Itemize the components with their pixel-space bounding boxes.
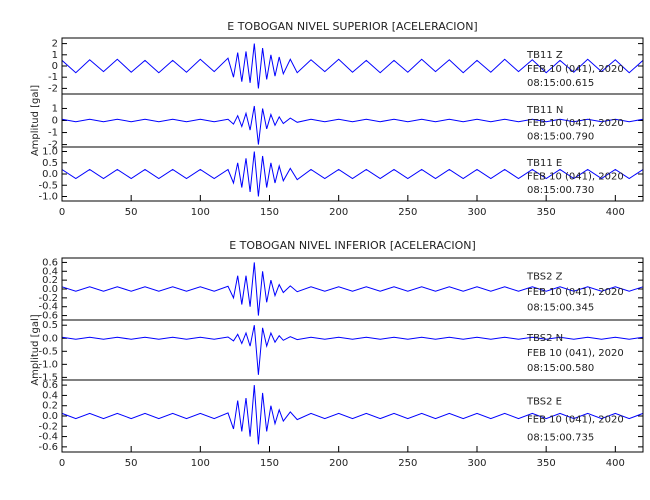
- y-tick-label: -0.4: [38, 302, 58, 313]
- y-tick-label: 0.4: [42, 266, 58, 277]
- y-tick-label: 0.4: [42, 390, 58, 401]
- y-tick-label: 0.6: [42, 380, 58, 391]
- chart-title: E TOBOGAN NIVEL INFERIOR [ACELERACION]: [229, 239, 476, 252]
- y-tick-label: 1: [52, 103, 58, 114]
- x-tick-label: 0: [59, 207, 65, 218]
- y-tick-label: 0.6: [42, 257, 58, 268]
- date-label: FEB 10 (041), 2020: [527, 172, 624, 183]
- y-axis-label: Amplitud [gal]: [30, 85, 41, 156]
- station-label: TBS2 N: [526, 333, 563, 344]
- x-tick-label: 300: [467, 458, 486, 469]
- waveform: [61, 262, 644, 316]
- station-label: TBS2 Z: [526, 272, 563, 283]
- date-label: FEB 10 (041), 2020: [527, 287, 624, 298]
- y-tick-label: -0.6: [38, 311, 58, 322]
- y-tick-label: -0.5: [38, 346, 58, 357]
- y-axis-label: Amplitud [gal]: [30, 314, 41, 385]
- y-tick-label: -1.0: [38, 192, 58, 203]
- y-tick-label: -0.5: [38, 180, 58, 191]
- y-tick-label: 0: [52, 61, 58, 72]
- y-tick-label: -0.4: [38, 432, 58, 443]
- waveform: [61, 151, 644, 197]
- y-tick-label: -1.5: [38, 372, 58, 383]
- waveform: [61, 325, 644, 375]
- x-tick-label: 250: [398, 458, 417, 469]
- waveform: [61, 385, 644, 445]
- x-tick-label: 350: [537, 207, 556, 218]
- x-tick-label: 400: [606, 458, 625, 469]
- x-tick-label: 200: [329, 458, 348, 469]
- y-tick-label: -0.6: [38, 442, 58, 453]
- waveform: [61, 105, 644, 145]
- x-tick-label: 300: [467, 207, 486, 218]
- date-label: FEB 10 (041), 2020: [527, 348, 624, 359]
- station-label: TB11 Z: [526, 50, 563, 61]
- time-label: 08:15:00.790: [527, 131, 594, 142]
- y-tick-label: 1: [52, 50, 58, 61]
- station-label: TB11 E: [526, 158, 562, 169]
- x-tick-label: 100: [191, 458, 210, 469]
- time-label: 08:15:00.730: [527, 185, 594, 196]
- x-tick-label: 350: [537, 458, 556, 469]
- y-tick-label: -1: [48, 72, 58, 83]
- x-tick-label: 200: [329, 207, 348, 218]
- x-tick-label: 150: [260, 458, 279, 469]
- y-tick-label: -0.2: [38, 421, 58, 432]
- y-tick-label: -0.2: [38, 293, 58, 304]
- y-tick-label: 0.5: [42, 320, 58, 331]
- x-tick-label: 50: [125, 207, 138, 218]
- y-tick-label: -2: [48, 83, 58, 94]
- time-label: 08:15:00.735: [527, 433, 594, 444]
- date-label: FEB 10 (041), 2020: [527, 415, 624, 426]
- x-tick-label: 250: [398, 207, 417, 218]
- y-tick-label: 0.0: [42, 284, 58, 295]
- station-label: TBS2 E: [526, 397, 562, 408]
- y-tick-label: -2: [48, 140, 58, 151]
- y-tick-label: -1: [48, 128, 58, 139]
- time-label: 08:15:00.615: [527, 78, 594, 89]
- y-tick-label: 0.0: [42, 333, 58, 344]
- y-tick-label: -1.0: [38, 359, 58, 370]
- y-tick-label: 1.0: [42, 147, 58, 158]
- y-tick-label: 0: [52, 116, 58, 127]
- station-label: TB11 N: [526, 105, 563, 116]
- y-tick-label: 0.0: [42, 411, 58, 422]
- date-label: FEB 10 (041), 2020: [527, 64, 624, 75]
- time-label: 08:15:00.345: [527, 303, 594, 314]
- date-label: FEB 10 (041), 2020: [527, 118, 624, 129]
- x-tick-label: 0: [59, 458, 65, 469]
- panel-frame: [61, 146, 644, 202]
- y-tick-label: 0.0: [42, 169, 58, 180]
- y-tick-label: 0.5: [42, 158, 58, 169]
- y-tick-label: 2: [52, 39, 58, 50]
- x-tick-label: 150: [260, 207, 279, 218]
- x-tick-label: 100: [191, 207, 210, 218]
- y-tick-label: 0.2: [42, 401, 58, 412]
- x-tick-label: 50: [125, 458, 138, 469]
- y-tick-label: 0.2: [42, 275, 58, 286]
- chart-title: E TOBOGAN NIVEL SUPERIOR [ACELERACION]: [227, 20, 477, 33]
- panel-frame: [61, 379, 644, 453]
- x-tick-label: 400: [606, 207, 625, 218]
- waveform: [61, 43, 644, 89]
- time-label: 08:15:00.580: [527, 363, 594, 374]
